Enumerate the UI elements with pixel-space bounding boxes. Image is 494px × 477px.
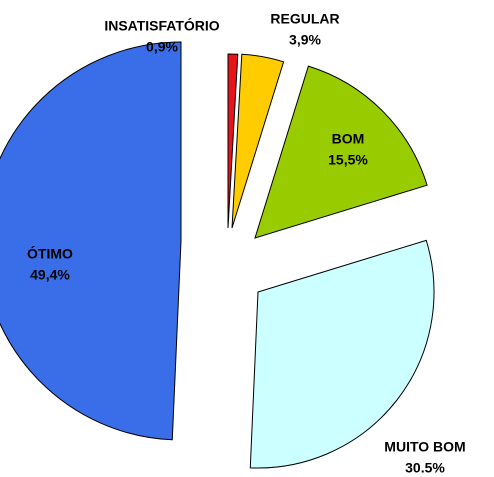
slice-label: INSATISFATÓRIO xyxy=(104,17,219,34)
pie-slice xyxy=(249,239,435,469)
slice-value-label: 15,5% xyxy=(328,152,368,168)
pie-slice xyxy=(0,41,182,441)
slice-label: REGULAR xyxy=(270,11,339,27)
slice-label: MUITO BOM xyxy=(384,439,465,455)
pie-slice xyxy=(227,53,239,229)
slice-label: ÓTIMO xyxy=(27,245,73,262)
pie-slice xyxy=(231,53,285,229)
slice-label: BOM xyxy=(332,131,365,147)
pie-slice xyxy=(254,65,428,239)
slice-value-label: 0,9% xyxy=(146,39,178,55)
slice-value-label: 30.5% xyxy=(405,460,445,476)
slice-value-label: 49,4% xyxy=(30,267,70,283)
slice-value-label: 3,9% xyxy=(289,32,321,48)
